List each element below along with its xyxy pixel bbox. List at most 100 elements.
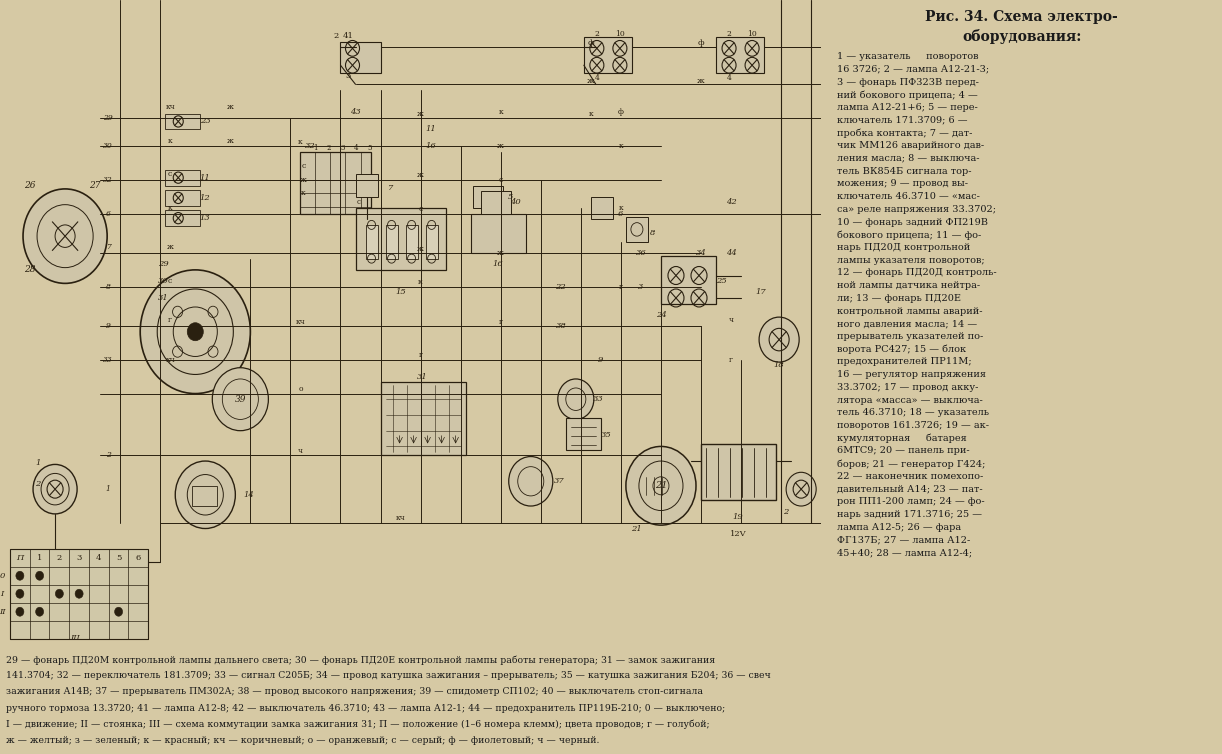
Text: 11: 11	[200, 173, 210, 182]
Text: 2: 2	[594, 29, 599, 38]
Text: 29: 29	[104, 114, 112, 122]
Text: 22: 22	[556, 283, 566, 291]
Text: 40: 40	[511, 198, 521, 207]
Text: 21: 21	[655, 481, 667, 490]
Text: 4: 4	[594, 74, 599, 81]
Text: ж: ж	[417, 171, 424, 179]
Text: 33.3702; 17 — провод акку-: 33.3702; 17 — провод акку-	[837, 383, 979, 392]
Circle shape	[55, 589, 64, 598]
Text: ж: ж	[167, 244, 174, 251]
Text: контрольной лампы аварий-: контрольной лампы аварий-	[837, 307, 982, 315]
Circle shape	[557, 379, 594, 419]
Text: 44: 44	[726, 249, 737, 257]
Text: I — движение; II — стоянка; III — схема коммутации замка зажигания 31; П — полож: I — движение; II — стоянка; III — схема …	[6, 719, 710, 729]
Bar	[380, 382, 466, 455]
Text: ж: ж	[587, 77, 595, 85]
Text: с: с	[418, 205, 423, 213]
Text: 30: 30	[158, 277, 169, 285]
Text: 12V: 12V	[730, 530, 747, 538]
Text: 9: 9	[106, 322, 111, 330]
Circle shape	[35, 572, 44, 581]
Text: кч: кч	[396, 514, 406, 523]
Circle shape	[23, 189, 108, 284]
Text: 2: 2	[106, 452, 111, 459]
Text: 34: 34	[695, 249, 706, 257]
Text: г: г	[419, 351, 423, 360]
Text: тель ВК854Б сигнала тор-: тель ВК854Б сигнала тор-	[837, 167, 971, 176]
Text: 26: 26	[24, 181, 35, 190]
Text: 10 — фонарь задний ФП219В: 10 — фонарь задний ФП219В	[837, 217, 989, 226]
Text: к: к	[298, 138, 303, 146]
Text: с: с	[499, 176, 502, 184]
Text: 23: 23	[200, 118, 210, 125]
Text: I: I	[0, 590, 4, 598]
Bar	[165, 114, 200, 130]
Text: 3: 3	[346, 72, 351, 81]
Text: 13: 13	[200, 214, 210, 222]
Text: 35: 35	[600, 431, 611, 439]
Text: к: к	[418, 278, 423, 287]
Text: зажигания А14В; 37 — прерыватель ПМ302А; 38 — провод высокого напряжения; 39 — с: зажигания А14В; 37 — прерыватель ПМ302А;…	[6, 688, 703, 697]
Text: с: с	[169, 170, 172, 178]
Bar	[365, 225, 378, 259]
Text: 17: 17	[755, 288, 766, 296]
Circle shape	[786, 472, 816, 506]
Circle shape	[33, 464, 77, 514]
Text: 1: 1	[313, 145, 318, 152]
Text: нарь ПД20Д контрольной: нарь ПД20Д контрольной	[837, 243, 970, 252]
Text: 25: 25	[716, 277, 726, 285]
Text: ф: ф	[618, 109, 624, 116]
Text: к: к	[167, 204, 172, 212]
Text: к: к	[618, 143, 623, 150]
Text: 4: 4	[727, 74, 732, 81]
Text: ж: ж	[227, 136, 233, 145]
Text: 6: 6	[618, 210, 623, 218]
Text: 11: 11	[425, 125, 436, 133]
Circle shape	[35, 607, 44, 616]
Text: ж: ж	[299, 176, 307, 184]
Text: 33: 33	[593, 395, 604, 403]
Text: поворотов 161.3726; 19 — ак-: поворотов 161.3726; 19 — ак-	[837, 421, 990, 430]
Text: 2: 2	[334, 32, 340, 40]
Text: 32: 32	[104, 176, 112, 184]
Text: можения; 9 — провод вы-: можения; 9 — провод вы-	[837, 179, 968, 188]
Text: 29 — фонарь ПД20М контрольной лампы дальнего света; 30 — фонарь ПД20Е контрольно: 29 — фонарь ПД20М контрольной лампы даль…	[6, 655, 715, 665]
Text: 22 — наконечник помехопо-: 22 — наконечник помехопо-	[837, 472, 984, 481]
Circle shape	[16, 589, 24, 598]
Text: ж: ж	[697, 77, 705, 85]
Bar	[341, 41, 380, 73]
Circle shape	[175, 461, 236, 529]
Text: к: к	[589, 109, 593, 118]
Text: 12 — фонарь ПД20Д контроль-: 12 — фонарь ПД20Д контроль-	[837, 268, 997, 277]
Text: ф: ф	[588, 38, 594, 47]
Text: нарь задний 171.3716; 25 —: нарь задний 171.3716; 25 —	[837, 510, 982, 519]
Text: 1: 1	[106, 485, 111, 493]
Text: лампа А12-21+6; 5 — пере-: лампа А12-21+6; 5 — пере-	[837, 103, 978, 112]
Text: 8: 8	[650, 228, 656, 237]
Circle shape	[187, 323, 203, 341]
Text: ч: ч	[728, 317, 733, 324]
Circle shape	[16, 607, 24, 616]
Text: 45+40; 28 — лампа А12-4;: 45+40; 28 — лампа А12-4;	[837, 548, 973, 557]
Text: ф: ф	[698, 38, 704, 47]
Bar	[301, 152, 370, 213]
Text: 38: 38	[556, 322, 566, 330]
Bar	[386, 225, 397, 259]
Text: лампы указателя поворотов;: лампы указателя поворотов;	[837, 256, 985, 265]
Text: ления масла; 8 — выключа-: ления масла; 8 — выключа-	[837, 154, 980, 163]
Text: чик ММ126 аварийного дав-: чик ММ126 аварийного дав-	[837, 141, 985, 150]
Text: ручного тормоза 13.3720; 41 — лампа А12-8; 42 — выключатель 46.3710; 43 — лампа : ручного тормоза 13.3720; 41 — лампа А12-…	[6, 703, 726, 713]
Text: 28: 28	[24, 265, 35, 274]
Text: 21: 21	[631, 525, 642, 532]
Text: 39: 39	[235, 394, 246, 403]
Text: 42: 42	[726, 198, 737, 207]
Text: боров; 21 — генератор Г424;: боров; 21 — генератор Г424;	[837, 459, 986, 469]
Text: ФГ137Б; 27 — лампа А12-: ФГ137Б; 27 — лампа А12-	[837, 535, 970, 544]
Bar	[165, 170, 200, 185]
Text: 8: 8	[106, 283, 111, 291]
Text: 33: 33	[104, 356, 112, 364]
Bar	[165, 190, 200, 206]
Text: 7: 7	[106, 244, 111, 251]
Text: ч: ч	[298, 447, 303, 455]
Text: 31: 31	[417, 372, 428, 381]
